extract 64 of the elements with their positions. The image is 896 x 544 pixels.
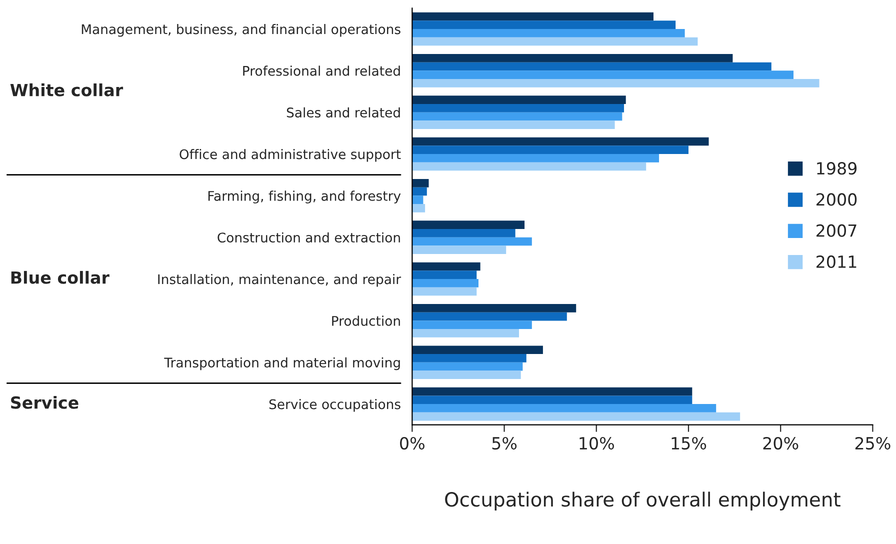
bar <box>412 262 480 271</box>
bar <box>412 287 477 296</box>
bar <box>412 187 427 196</box>
y-tick-label: Installation, maintenance, and repair <box>158 274 402 287</box>
text: Service <box>11 396 78 409</box>
text: Blue collar <box>11 270 110 284</box>
legend-label: 1989 <box>817 162 857 175</box>
y-tick-label: Management, business, and financial operations <box>82 24 400 37</box>
x-tick-label: 25% <box>855 436 890 450</box>
bar <box>412 28 685 38</box>
y-tick-label: Professional and related <box>243 66 400 76</box>
y-tick-label: Sales and related <box>286 107 400 118</box>
x-axis-title: Occupation share of overall employment <box>445 492 840 511</box>
bar <box>412 79 820 88</box>
bar <box>412 387 692 396</box>
bar <box>412 229 516 238</box>
legend-label: 2000 <box>816 193 857 206</box>
bar <box>412 396 692 404</box>
bar <box>412 112 622 121</box>
bar <box>412 362 523 371</box>
text: White collar <box>10 83 124 96</box>
bar <box>412 12 654 21</box>
bar <box>412 204 426 212</box>
bar <box>412 179 429 188</box>
y-tick-label: Production <box>332 316 400 326</box>
bar <box>412 304 576 312</box>
legend-label: 2011 <box>816 255 856 268</box>
bar <box>412 220 525 230</box>
bar <box>412 346 543 354</box>
bar <box>412 20 676 29</box>
bar <box>412 96 626 104</box>
bar <box>412 104 624 112</box>
bar <box>412 162 646 171</box>
bar <box>412 70 794 79</box>
y-tick-label: Transportation and material moving <box>164 357 400 370</box>
y-tick-label: Construction and extraction <box>218 232 400 243</box>
bar <box>412 320 532 330</box>
bar <box>412 137 709 146</box>
bar <box>412 146 688 154</box>
bar <box>412 412 740 421</box>
bar <box>412 270 477 280</box>
legend-label: 2007 <box>816 224 856 237</box>
bar <box>412 237 532 246</box>
bar <box>412 154 660 162</box>
bar <box>412 370 521 380</box>
bar <box>412 196 424 204</box>
bar <box>412 404 716 412</box>
x-tick-label: 20% <box>763 436 798 450</box>
y-tick-label: Office and administrative support <box>180 148 401 162</box>
bar <box>412 246 506 254</box>
y-tick-label: Service occupations <box>269 399 400 412</box>
x-tick-label: 0% <box>400 436 424 450</box>
bar <box>412 312 567 321</box>
bar <box>412 62 772 71</box>
bar <box>412 54 733 62</box>
bar <box>412 354 526 362</box>
x-tick-label: 5% <box>492 436 517 450</box>
bar <box>412 120 615 130</box>
bar <box>412 279 478 288</box>
x-tick-label: 10% <box>580 436 614 450</box>
x-tick-label: 15% <box>672 436 706 450</box>
y-tick-label: Farming, fishing, and forestry <box>208 190 401 204</box>
bar <box>412 329 520 338</box>
bar <box>412 37 698 46</box>
